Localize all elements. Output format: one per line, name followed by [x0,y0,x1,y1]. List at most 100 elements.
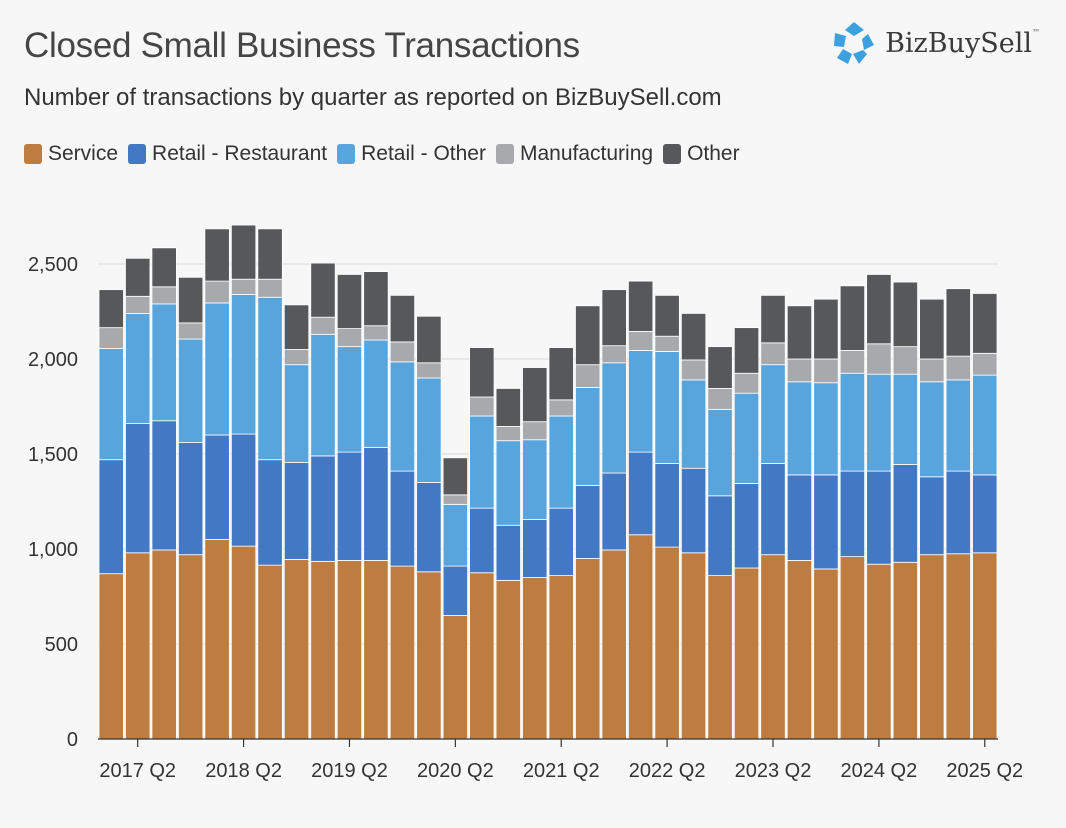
bar-other: 2021 Q2 – Other: 275 [548,347,574,401]
x-tick-label: 2017 Q2 [99,760,176,782]
bar-retail-restaurant: 2020 Q2 – Retail - Restaurant: 260 [442,565,468,616]
bar-retail-restaurant: 2018 Q3 – Retail - Restaurant: 555 [257,459,283,566]
x-tick-label: 2020 Q2 [417,760,494,782]
bar-other: 2023 Q2 – Other: 250 [760,294,786,344]
bar-other: 2022 Q3 – Other: 245 [680,312,707,361]
bar-manufacturing: 2022 Q3 – Manufacturing: 105 [680,359,707,381]
bar-manufacturing: 2024 Q1 – Manufacturing: 120 [839,350,866,374]
bar-manufacturing: 2024 Q4 – Manufacturing: 120 [919,358,945,383]
bar-service: 2021 Q3 – Service: 950 [575,558,601,740]
legend-swatch-retail-restaurant [128,144,147,164]
bar-manufacturing: 2018 Q2 – Manufacturing: 80 [230,278,257,295]
bar-retail-restaurant: 2022 Q1 – Retail - Restaurant: 435 [628,451,654,536]
bar-other: 2024 Q2 – Other: 365 [866,274,892,345]
logo-wordmark: BizBuySell™ [885,28,1040,59]
bar-other: 2020 Q4 – Other: 200 [495,388,521,427]
bar-retail-restaurant: 2017 Q3 – Retail - Restaurant: 680 [151,420,177,551]
bar-retail-other: 2021 Q4 – Retail - Other: 580 [601,362,627,474]
bar-retail-restaurant: 2017 Q2 – Retail - Restaurant: 680 [125,423,151,554]
legend-item-retail-restaurant[interactable]: Retail - Restaurant [128,142,327,166]
x-tick-label: 2024 Q2 [841,760,918,782]
bar-other: 2019 Q1 – Other: 285 [310,262,336,318]
bar-other: 2021 Q4 – Other: 295 [601,289,627,347]
bar-retail-other: 2024 Q4 – Retail - Other: 500 [919,381,945,478]
x-tick-label: 2018 Q2 [205,760,282,782]
bar-retail-other: 2019 Q4 – Retail - Other: 575 [389,361,416,472]
bar-retail-other: 2018 Q4 – Retail - Other: 515 [283,364,310,463]
bar-retail-restaurant: 2020 Q4 – Retail - Restaurant: 290 [495,524,521,581]
bar-service: 2020 Q2 – Service: 650 [442,615,468,740]
bar-retail-other: 2017 Q3 – Retail - Other: 615 [151,303,177,422]
bar-service: 2021 Q1 – Service: 850 [522,577,548,740]
bar-manufacturing: 2025 Q2 – Manufacturing: 115 [972,352,998,376]
bar-retail-restaurant: 2022 Q2 – Retail - Restaurant: 440 [654,463,680,548]
bar-retail-other: 2024 Q1 – Retail - Other: 515 [839,372,866,472]
bar-retail-restaurant: 2019 Q1 – Retail - Restaurant: 555 [310,455,336,562]
bar-retail-restaurant: 2023 Q3 – Retail - Restaurant: 450 [786,474,813,561]
legend-item-retail-other[interactable]: Retail - Other [337,142,486,166]
bar-manufacturing: 2019 Q2 – Manufacturing: 95 [336,328,363,348]
bar-manufacturing: 2024 Q2 – Manufacturing: 160 [866,343,892,375]
bar-retail-restaurant: 2021 Q4 – Retail - Restaurant: 405 [601,472,627,551]
bar-manufacturing: 2023 Q3 – Manufacturing: 120 [786,358,813,383]
y-tick-label: 500 [45,634,78,656]
legend-swatch-manufacturing [495,144,514,164]
logo-trademark: ™ [1032,27,1040,37]
x-tick-label: 2022 Q2 [629,760,706,782]
bar-retail-restaurant: 2023 Q4 – Retail - Restaurant: 495 [813,474,839,570]
legend-swatch-service [24,144,42,164]
bar-other: 2018 Q2 – Other: 285 [230,224,257,280]
legend-item-service[interactable]: Service [24,142,118,166]
bar-service: 2019 Q4 – Service: 910 [389,565,416,740]
bar-manufacturing: 2021 Q2 – Manufacturing: 85 [548,399,574,417]
bar-other: 2019 Q4 – Other: 245 [389,294,416,343]
bar-manufacturing: 2018 Q4 – Manufacturing: 80 [283,349,310,366]
bar-service: 2023 Q4 – Service: 895 [813,568,839,740]
bar-retail-restaurant: 2018 Q1 – Retail - Restaurant: 550 [204,434,230,540]
y-tick-label: 2,500 [28,254,78,276]
bar-other: 2020 Q2 – Other: 195 [442,457,468,496]
legend-swatch-retail-other [337,144,356,164]
bar-retail-other: 2025 Q1 – Retail - Other: 480 [945,379,971,472]
bar-service: 2019 Q3 – Service: 940 [363,560,389,740]
bar-retail-other: 2019 Q1 – Retail - Other: 640 [310,333,336,457]
bar-retail-restaurant: 2018 Q2 – Retail - Restaurant: 590 [230,433,257,547]
y-tick-label: 1,000 [28,539,78,561]
bar-other: 2018 Q4 – Other: 235 [283,304,310,350]
bizbuysell-logo-icon [834,22,875,64]
bar-other: 2024 Q3 – Other: 340 [892,281,918,348]
bar-retail-restaurant: 2021 Q1 – Retail - Restaurant: 305 [522,519,548,578]
legend: Service Retail - Restaurant Retail - Oth… [24,142,750,166]
bar-retail-other: 2017 Q4 – Retail - Other: 545 [178,338,204,443]
bar-service: 2017 Q4 – Service: 970 [178,554,204,740]
legend-label-manufacturing: Manufacturing [519,142,654,165]
bar-other: 2023 Q4 – Other: 315 [813,298,839,360]
bar-retail-other: 2018 Q3 – Retail - Other: 855 [257,296,283,461]
bar-other: 2021 Q1 – Other: 285 [522,367,548,423]
bar-other: 2023 Q3 – Other: 280 [786,305,813,360]
legend-item-manufacturing[interactable]: Manufacturing [495,142,654,166]
bar-service: 2022 Q2 – Service: 1010 [654,546,680,740]
bar-retail-restaurant: 2024 Q2 – Retail - Restaurant: 490 [866,470,892,565]
bar-retail-other: 2017 Q2 – Retail - Other: 580 [125,312,151,424]
bar-other: 2025 Q1 – Other: 355 [945,288,971,357]
bar-retail-other: 2021 Q2 – Retail - Other: 485 [548,415,574,509]
bar-other: 2020 Q3 – Other: 260 [469,347,495,398]
bar-retail-other: 2021 Q1 – Retail - Other: 420 [522,439,548,520]
bar-retail-restaurant: 2025 Q1 – Retail - Restaurant: 435 [945,470,971,555]
bar-retail-other: 2025 Q2 – Retail - Other: 525 [972,374,998,476]
legend-label-service: Service [48,142,119,165]
bar-retail-other: 2019 Q3 – Retail - Other: 565 [363,339,389,448]
legend-item-other[interactable]: Other [663,142,740,166]
bar-retail-restaurant: 2020 Q1 – Retail - Restaurant: 470 [416,482,442,573]
bar-retail-other: 2022 Q4 – Retail - Other: 455 [707,408,733,497]
chart-subtitle: Number of transactions by quarter as rep… [24,84,722,111]
bar-other: 2019 Q2 – Other: 285 [336,274,363,330]
chart-title: Closed Small Business Transactions [24,26,580,65]
bar-retail-other: 2017 Q1 – Retail - Other: 585 [98,348,124,461]
bar-service: 2017 Q2 – Service: 980 [125,552,151,740]
bar-service: 2024 Q3 – Service: 930 [892,561,918,740]
bar-retail-other: 2018 Q1 – Retail - Other: 695 [204,302,230,436]
bar-other: 2019 Q3 – Other: 285 [363,271,389,327]
bar-service: 2025 Q2 – Service: 980 [972,552,998,740]
